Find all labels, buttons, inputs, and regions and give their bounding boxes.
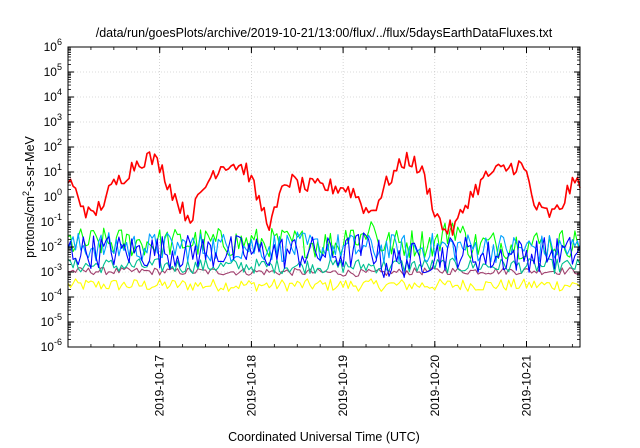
y-tick-label: 10-1 <box>41 212 62 229</box>
series-line-2 <box>67 231 581 264</box>
y-axis-title: protons/cm2-s-sr-MeV <box>21 135 37 257</box>
x-tick-label: 2019-10-17 <box>153 355 167 417</box>
x-axis: 2019-10-17 2019-10-18 2019-10-19 2019-10-20… <box>90 47 573 417</box>
series-line-4 <box>67 257 581 275</box>
series-layer <box>67 151 581 292</box>
y-tick-label: 100 <box>44 187 62 204</box>
series-line-6 <box>67 278 581 292</box>
y-tick-label: 10-4 <box>41 287 62 304</box>
y-tick-label: 10-6 <box>41 337 62 354</box>
y-tick-label: 103 <box>44 112 62 129</box>
x-tick-label: 2019-10-21 <box>520 355 534 417</box>
chart-title: /data/run/goesPlots/archive/2019-10-21/1… <box>96 26 553 40</box>
y-tick-label: 10-5 <box>41 312 62 329</box>
series-line-3 <box>67 232 581 279</box>
y-tick-label: 102 <box>44 137 62 154</box>
x-tick-label: 2019-10-20 <box>428 355 442 417</box>
y-tick-label: 106 <box>44 37 62 54</box>
y-tick-label: 105 <box>44 62 62 79</box>
y-tick-label: 104 <box>44 87 62 104</box>
grid <box>68 47 580 347</box>
x-tick-label: 2019-10-19 <box>336 355 350 417</box>
y-axis: 106 105 104 103 102 101 100 10-1 10-2 10-3 10-4 10-… <box>41 37 580 354</box>
x-axis-title: Coordinated Universal Time (UTC) <box>228 430 420 444</box>
y-tick-label: 10-2 <box>41 237 62 254</box>
series-line-1 <box>67 221 581 260</box>
y-tick-label: 10-3 <box>41 262 62 279</box>
series-line-0 <box>67 151 581 236</box>
y-tick-label: 101 <box>44 162 62 179</box>
x-tick-label: 2019-10-18 <box>244 355 258 417</box>
